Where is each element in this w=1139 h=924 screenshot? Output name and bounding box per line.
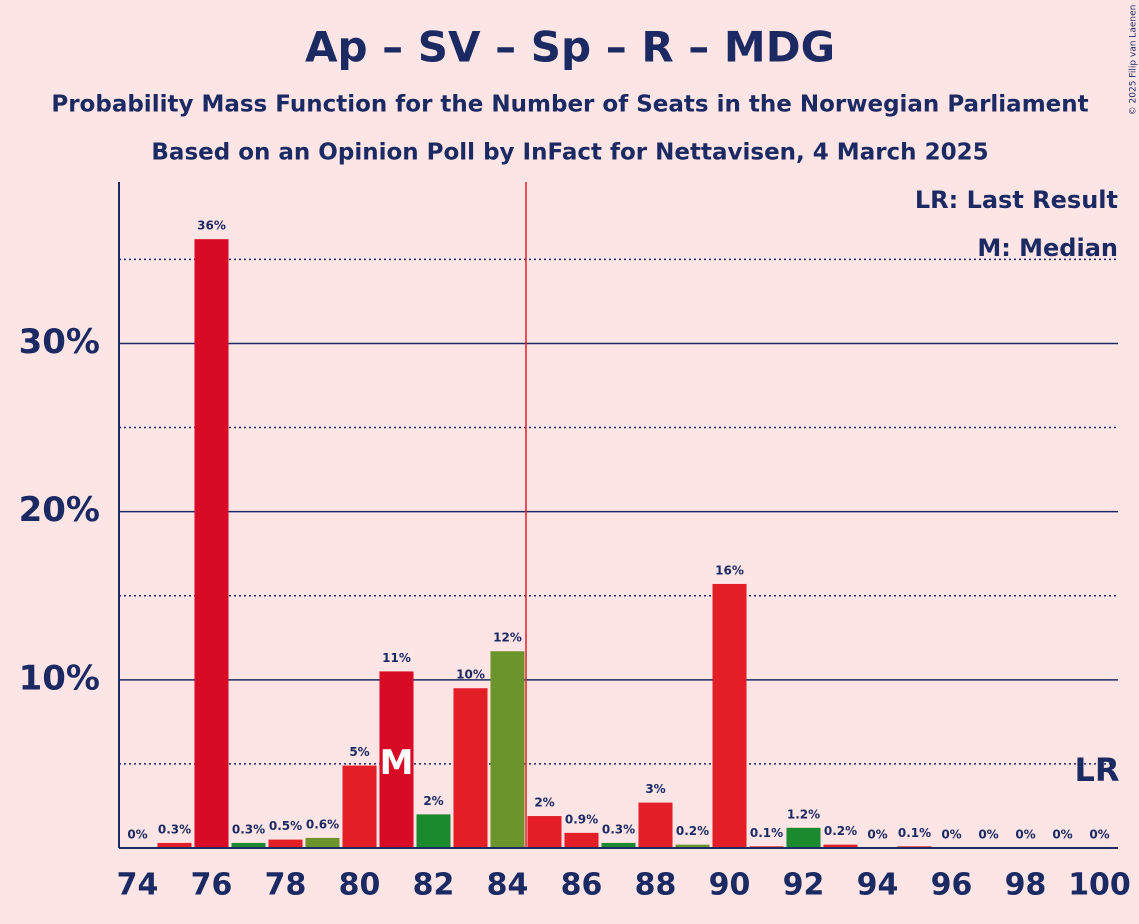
median-marker: M xyxy=(380,743,414,783)
bar xyxy=(305,837,340,848)
bar xyxy=(268,839,303,848)
value-label: 0.9% xyxy=(565,812,598,826)
value-label: 0% xyxy=(978,828,998,842)
bar xyxy=(638,802,673,848)
bar xyxy=(601,842,636,848)
value-label: 0.3% xyxy=(602,822,635,836)
value-label: 11% xyxy=(382,651,411,665)
bar xyxy=(157,842,192,848)
value-label: 0.1% xyxy=(898,826,931,840)
bar xyxy=(823,844,858,848)
legend-entry: LR: Last Result xyxy=(915,186,1118,214)
value-label: 0.5% xyxy=(269,819,302,833)
value-label: 0% xyxy=(127,828,147,842)
chart-title: Ap – SV – Sp – R – MDG xyxy=(305,23,835,72)
bar xyxy=(490,651,525,848)
y-tick-label: 20% xyxy=(19,490,100,530)
legend-entry: M: Median xyxy=(977,234,1118,262)
last-result-marker: LR xyxy=(1074,751,1119,789)
value-label: 5% xyxy=(349,745,369,759)
value-label: 0.6% xyxy=(306,817,339,831)
value-label: 0.2% xyxy=(824,824,857,838)
x-tick-label: 84 xyxy=(487,868,529,903)
x-tick-label: 78 xyxy=(265,868,307,903)
value-label: 10% xyxy=(456,668,485,682)
value-label: 0.3% xyxy=(232,822,265,836)
y-tick-label: 10% xyxy=(19,658,100,698)
value-label: 1.2% xyxy=(787,807,820,821)
value-label: 36% xyxy=(197,219,226,233)
bar xyxy=(564,832,599,848)
value-label: 0.2% xyxy=(676,824,709,838)
x-tick-label: 86 xyxy=(561,868,603,903)
x-tick-label: 88 xyxy=(635,868,677,903)
bar xyxy=(379,671,414,848)
x-tick-label: 92 xyxy=(783,868,825,903)
bar xyxy=(786,827,821,848)
value-label: 2% xyxy=(534,796,554,810)
x-tick-label: 98 xyxy=(1005,868,1047,903)
value-label: 0% xyxy=(1015,828,1035,842)
chart-subtitle: Based on an Opinion Poll by InFact for N… xyxy=(151,140,988,166)
value-label: 0% xyxy=(941,828,961,842)
bar xyxy=(712,583,747,848)
value-label: 0.1% xyxy=(750,826,783,840)
x-tick-label: 74 xyxy=(117,868,159,903)
bar xyxy=(194,239,229,848)
copyright: © 2025 Filip van Laenen xyxy=(1129,5,1139,116)
bar xyxy=(527,816,562,848)
value-label: 2% xyxy=(423,794,443,808)
x-tick-label: 94 xyxy=(857,868,899,903)
bar xyxy=(231,842,266,848)
value-label: 3% xyxy=(645,782,665,796)
x-tick-label: 90 xyxy=(709,868,751,903)
chart-subtitle: Probability Mass Function for the Number… xyxy=(51,92,1088,118)
value-label: 0% xyxy=(867,828,887,842)
x-tick-label: 76 xyxy=(191,868,233,903)
x-tick-label: 96 xyxy=(931,868,973,903)
value-label: 16% xyxy=(715,563,744,577)
value-label: 12% xyxy=(493,631,522,645)
bar xyxy=(342,765,377,848)
x-tick-label: 80 xyxy=(339,868,381,903)
value-label: 0% xyxy=(1052,828,1072,842)
bar xyxy=(416,814,451,848)
value-label: 0% xyxy=(1089,828,1109,842)
value-label: 0.3% xyxy=(158,822,191,836)
x-tick-label: 100 xyxy=(1068,868,1131,903)
y-tick-label: 30% xyxy=(19,322,100,362)
x-tick-label: 82 xyxy=(413,868,455,903)
bar xyxy=(675,844,710,848)
bar xyxy=(453,688,488,848)
